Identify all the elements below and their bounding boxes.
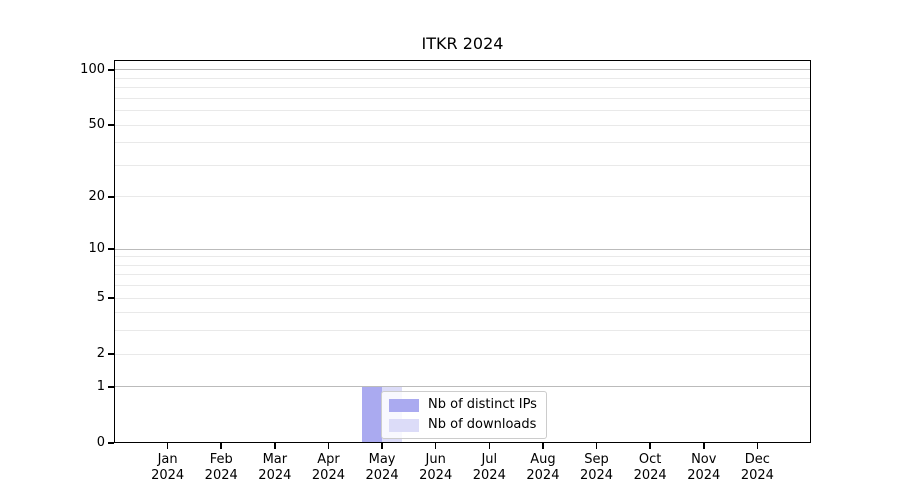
x-tick-label: Apr 2024 bbox=[311, 452, 345, 483]
gridline-minor bbox=[114, 87, 811, 89]
legend-swatch-distinct-ips bbox=[389, 398, 419, 412]
x-tick-label: Jan 2024 bbox=[151, 452, 185, 483]
x-tick-mark bbox=[327, 443, 330, 449]
y-tick-mark bbox=[108, 68, 114, 71]
y-tick-mark bbox=[108, 353, 114, 355]
gridline-major bbox=[114, 386, 811, 388]
y-tick-label: 100 bbox=[80, 61, 105, 77]
legend-item-downloads: Nb of downloads bbox=[389, 417, 538, 433]
x-tick-mark bbox=[702, 443, 705, 449]
x-tick-mark bbox=[488, 443, 491, 449]
x-tick-mark bbox=[595, 443, 598, 449]
x-tick-label: Nov 2024 bbox=[687, 452, 721, 483]
x-tick-label: Feb 2024 bbox=[204, 452, 238, 483]
gridline-minor bbox=[114, 256, 811, 258]
x-tick-mark bbox=[381, 443, 383, 449]
y-tick-label: 50 bbox=[88, 117, 105, 133]
y-tick-mark bbox=[108, 124, 114, 126]
x-tick-mark bbox=[649, 443, 651, 449]
x-tick-label: Jul 2024 bbox=[472, 452, 506, 483]
y-tick-label: 20 bbox=[88, 188, 105, 204]
y-tick-label: 2 bbox=[96, 346, 105, 362]
bar-distinct-ips bbox=[362, 386, 383, 443]
x-tick-mark bbox=[220, 443, 223, 449]
x-tick-mark bbox=[756, 443, 759, 449]
legend-label-distinct-ips: Nb of distinct IPs bbox=[428, 397, 537, 412]
gridline-minor bbox=[114, 77, 811, 79]
x-tick-label: Dec 2024 bbox=[740, 452, 774, 483]
gridline-minor bbox=[114, 264, 811, 266]
x-tick-label: Sep 2024 bbox=[579, 452, 614, 483]
y-tick-mark bbox=[108, 442, 114, 444]
gridline-minor bbox=[114, 312, 811, 314]
x-tick-mark bbox=[274, 443, 276, 449]
x-tick-mark bbox=[542, 443, 544, 449]
y-tick-label: 0 bbox=[96, 435, 105, 450]
legend: Nb of distinct IPs Nb of downloads bbox=[381, 391, 547, 439]
x-tick-mark bbox=[166, 443, 169, 449]
x-tick-label: May 2024 bbox=[365, 452, 399, 483]
gridline-minor bbox=[114, 124, 811, 126]
gridline-minor bbox=[114, 285, 811, 287]
gridline-minor bbox=[114, 142, 811, 144]
y-tick-mark bbox=[108, 196, 114, 198]
y-tick-mark bbox=[108, 386, 114, 388]
y-tick-label: 10 bbox=[88, 241, 105, 257]
y-tick-label: 1 bbox=[96, 378, 105, 394]
x-tick-label: Mar 2024 bbox=[258, 452, 292, 483]
x-tick-label: Oct 2024 bbox=[633, 452, 667, 483]
gridline-minor bbox=[114, 330, 811, 332]
y-tick-label: 5 bbox=[96, 290, 105, 306]
legend-swatch-downloads bbox=[389, 418, 419, 432]
y-tick-mark bbox=[108, 297, 114, 299]
y-tick-mark bbox=[108, 248, 114, 250]
gridline-minor bbox=[114, 97, 811, 99]
gridline-major bbox=[114, 69, 811, 71]
legend-item-distinct-ips: Nb of distinct IPs bbox=[389, 397, 538, 413]
gridline-minor bbox=[114, 196, 811, 198]
gridline-major bbox=[114, 248, 811, 250]
x-tick-label: Aug 2024 bbox=[526, 452, 560, 483]
x-tick-mark bbox=[434, 443, 437, 449]
gridline-minor bbox=[114, 297, 811, 299]
gridline-minor bbox=[114, 353, 811, 355]
gridline-minor bbox=[114, 110, 811, 112]
legend-label-downloads: Nb of downloads bbox=[428, 417, 537, 432]
gridline-minor bbox=[114, 274, 811, 276]
x-tick-label: Jun 2024 bbox=[419, 452, 453, 483]
gridline-minor bbox=[114, 164, 811, 166]
chart-title: ITKR 2024 bbox=[421, 34, 504, 53]
